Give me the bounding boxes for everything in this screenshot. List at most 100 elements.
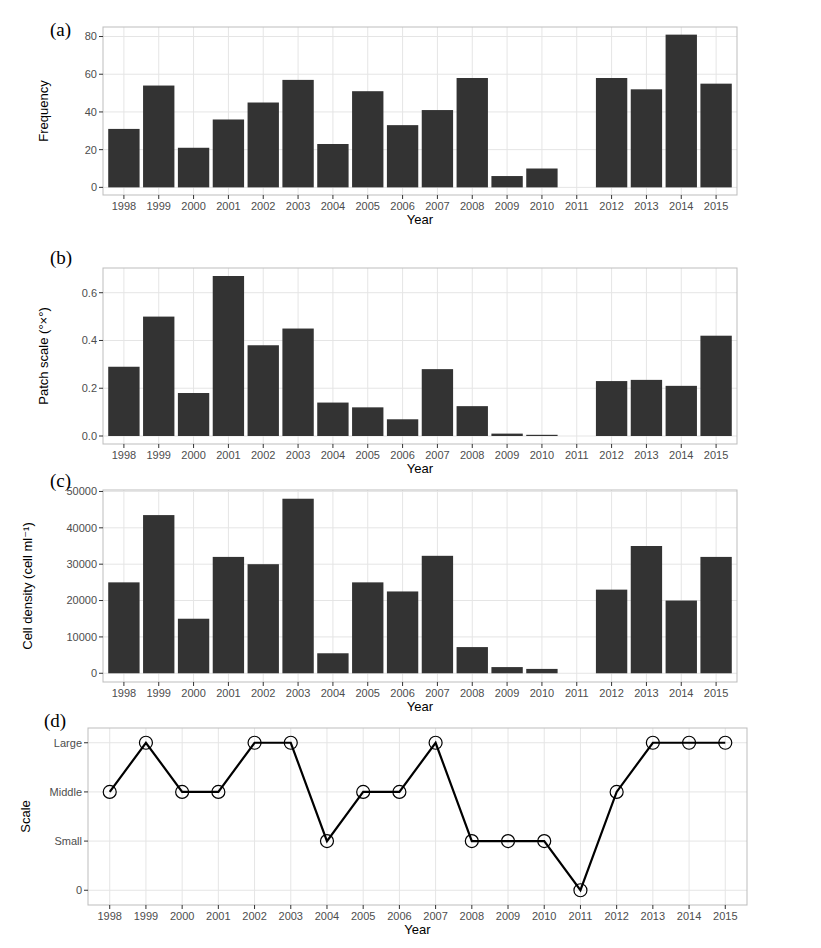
tick xyxy=(332,682,333,686)
marker xyxy=(248,736,261,749)
tick-label: 2014 xyxy=(669,449,693,461)
marker xyxy=(719,736,732,749)
bar xyxy=(352,407,383,436)
frame xyxy=(103,268,737,444)
tick-label: 2011 xyxy=(565,687,589,699)
grid-line xyxy=(402,268,403,444)
tick xyxy=(616,905,617,909)
panel: 0100002000030000400005000019981999200020… xyxy=(20,470,737,714)
tick-label: 1998 xyxy=(112,449,136,461)
tick xyxy=(541,195,542,199)
grid-line xyxy=(103,527,737,528)
bar xyxy=(178,148,209,188)
tick xyxy=(611,195,612,199)
grid-line xyxy=(576,268,577,444)
grid-line xyxy=(103,74,737,75)
tick xyxy=(99,36,103,37)
tick-label: 2014 xyxy=(669,687,693,699)
panel: 0SmallMiddleLarge19981999200020012002200… xyxy=(18,710,747,937)
grid-line xyxy=(254,728,255,905)
grid-line xyxy=(103,36,737,37)
bar xyxy=(387,591,418,673)
tick xyxy=(263,682,264,686)
marker xyxy=(429,736,442,749)
tick-label: 30000 xyxy=(66,558,97,570)
bar xyxy=(108,582,139,673)
bar xyxy=(561,436,592,437)
tick-label: 2003 xyxy=(286,449,310,461)
frame xyxy=(103,27,737,195)
tick-label: 2006 xyxy=(390,687,414,699)
background xyxy=(0,0,821,948)
marker xyxy=(465,835,478,848)
tick xyxy=(254,905,255,909)
tick-label: 2012 xyxy=(599,200,623,212)
bar xyxy=(596,78,627,187)
tick xyxy=(652,905,653,909)
tick xyxy=(218,905,219,909)
panel: 0204060801998199920002001200220032004200… xyxy=(36,19,737,227)
bar xyxy=(108,367,139,436)
tick-label: 2003 xyxy=(279,910,303,922)
tick xyxy=(716,195,717,199)
tick-label: 2012 xyxy=(599,687,623,699)
grid-line xyxy=(508,728,509,905)
bar xyxy=(631,380,662,436)
marker xyxy=(646,736,659,749)
bar xyxy=(282,80,313,187)
tick-label: 2010 xyxy=(530,687,554,699)
y-axis-title: Scale xyxy=(18,800,33,833)
grid-line xyxy=(689,728,690,905)
tick-label: 2001 xyxy=(206,910,230,922)
bar xyxy=(213,276,244,436)
tick xyxy=(99,340,103,341)
bar xyxy=(596,381,627,436)
tick xyxy=(402,195,403,199)
panel-label: (a) xyxy=(50,19,71,41)
tick-label: 1999 xyxy=(146,687,170,699)
bar xyxy=(700,557,731,673)
tick xyxy=(99,149,103,150)
tick-label: 2009 xyxy=(495,687,519,699)
tick xyxy=(84,791,88,792)
tick-label: 2014 xyxy=(669,200,693,212)
tick-label: 2001 xyxy=(216,200,240,212)
tick-label: 2010 xyxy=(530,200,554,212)
tick-label: 2004 xyxy=(321,449,345,461)
grid-line xyxy=(541,268,542,444)
tick-label: 0.2 xyxy=(82,382,97,394)
panel-label: (c) xyxy=(50,470,71,492)
tick-label: 2002 xyxy=(251,449,275,461)
bar xyxy=(282,329,313,436)
tick-label: 2008 xyxy=(460,449,484,461)
tick-label: 0 xyxy=(76,884,82,896)
tick-label: 2006 xyxy=(387,910,411,922)
tick xyxy=(437,444,438,448)
bar xyxy=(526,169,557,188)
grid-line xyxy=(616,728,617,905)
tick-label: 2001 xyxy=(216,687,240,699)
bar xyxy=(422,110,453,187)
grid-line xyxy=(725,728,726,905)
bar xyxy=(213,119,244,187)
marker xyxy=(176,785,189,798)
bar xyxy=(666,386,697,436)
tick xyxy=(646,195,647,199)
tick-label: Large xyxy=(54,737,82,749)
grid-line xyxy=(576,490,577,682)
grid-line xyxy=(290,728,291,905)
tick-label: 2003 xyxy=(286,687,310,699)
tick xyxy=(84,890,88,891)
marker xyxy=(502,835,515,848)
tick xyxy=(99,673,103,674)
tick xyxy=(576,444,577,448)
tick xyxy=(399,905,400,909)
tick-label: 2004 xyxy=(315,910,339,922)
tick xyxy=(716,682,717,686)
tick xyxy=(109,905,110,909)
tick xyxy=(435,905,436,909)
tick xyxy=(158,682,159,686)
tick xyxy=(193,682,194,686)
marker xyxy=(320,835,333,848)
tick xyxy=(507,444,508,448)
